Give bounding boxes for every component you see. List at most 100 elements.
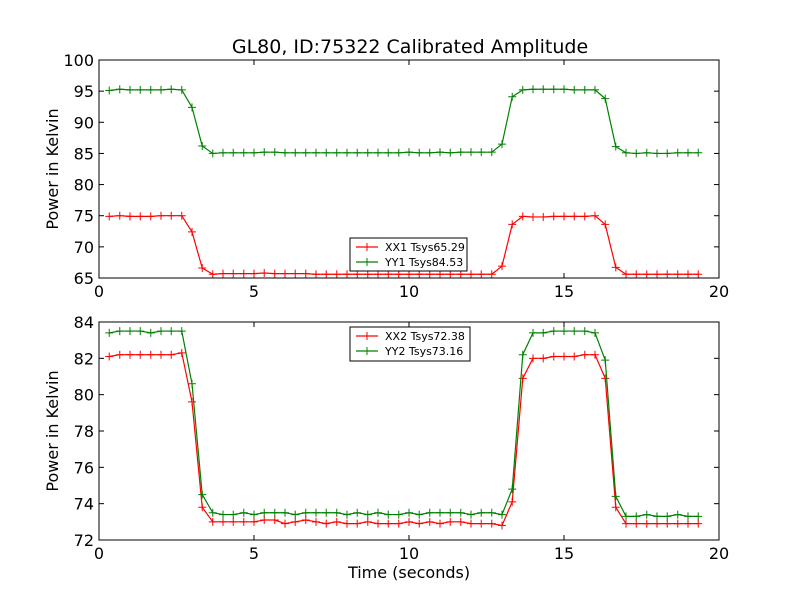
data-point-marker [270, 508, 279, 517]
data-point-marker [384, 148, 393, 157]
data-point-marker [549, 352, 558, 361]
data-point-marker [642, 148, 651, 157]
data-point-marker [146, 212, 155, 221]
data-point-marker [281, 508, 289, 517]
plot-frame [98, 321, 720, 541]
data-point-marker [322, 148, 331, 157]
data-point-marker [332, 148, 341, 157]
data-point-marker [260, 148, 269, 157]
data-point-marker [353, 270, 362, 279]
data-point-marker [188, 103, 196, 112]
data-point-marker [312, 270, 320, 279]
data-point-marker [622, 519, 630, 528]
data-point-marker [436, 270, 444, 279]
data-point-marker [281, 519, 289, 528]
data-point-marker [146, 350, 155, 359]
data-point-marker [467, 270, 475, 279]
y-tick-label: 100 [63, 51, 94, 70]
legend-label-1: XX1 Tsys65.29 [385, 241, 465, 254]
data-point-marker [622, 270, 630, 279]
data-point-marker [301, 148, 310, 157]
data-point-marker [436, 519, 444, 528]
data-point-marker [343, 148, 351, 157]
data-point-marker [570, 212, 579, 221]
data-point-marker [291, 269, 300, 278]
data-point-marker [374, 519, 382, 528]
data-point-marker [498, 140, 506, 149]
y-tick-label: 78 [74, 422, 94, 441]
data-point-marker [136, 350, 145, 359]
data-point-marker [498, 521, 506, 530]
data-point-marker [591, 211, 599, 220]
data-point-marker [477, 519, 486, 528]
data-point-marker [477, 270, 486, 279]
data-point-marker [663, 149, 672, 158]
data-point-marker [539, 354, 548, 363]
data-point-marker [663, 519, 672, 528]
data-point-marker [477, 148, 486, 157]
data-point-marker [446, 517, 455, 526]
data-point-marker [229, 269, 238, 278]
data-point-marker [570, 352, 579, 361]
x-tick-label: 15 [554, 544, 574, 563]
data-point-marker [363, 270, 372, 279]
data-point-marker [549, 85, 558, 94]
data-point-marker [632, 149, 641, 158]
y-axis-label: Power in Kelvin [43, 370, 62, 491]
data-point-marker [126, 212, 134, 221]
data-point-marker [363, 517, 372, 526]
data-point-marker [446, 508, 455, 517]
data-point-marker [270, 148, 279, 157]
data-point-marker [250, 510, 258, 519]
data-point-marker [177, 348, 186, 357]
data-point-marker [673, 510, 682, 519]
data-point-marker [467, 510, 475, 519]
data-point-marker [456, 508, 465, 517]
data-point-marker [518, 350, 527, 359]
data-point-marker [539, 212, 548, 221]
data-point-marker [684, 148, 692, 157]
y-tick-label: 72 [74, 531, 94, 550]
data-point-marker [270, 516, 279, 525]
plot-frame [98, 59, 720, 279]
data-point-marker [115, 350, 124, 359]
data-point-marker [126, 350, 134, 359]
data-point-marker [157, 85, 165, 94]
x-tick-label: 10 [399, 282, 419, 301]
data-point-marker [456, 270, 465, 279]
data-point-marker [312, 517, 320, 526]
data-point-marker [684, 270, 692, 279]
data-point-marker [229, 510, 238, 519]
data-point-marker [177, 85, 186, 94]
y-tick-label: 80 [74, 386, 94, 405]
data-point-marker [601, 94, 610, 103]
data-point-marker [343, 519, 351, 528]
y-tick-label: 70 [74, 238, 94, 257]
legend-box [349, 326, 471, 362]
data-point-marker [157, 327, 165, 336]
data-point-marker [239, 269, 248, 278]
data-point-marker [291, 517, 300, 526]
data-point-marker [136, 212, 145, 221]
legend-label-1: XX2 Tsys72.38 [385, 330, 465, 343]
data-point-marker [260, 508, 269, 517]
series-line-2 [109, 88, 699, 155]
data-point-marker [611, 263, 620, 272]
data-point-marker [446, 270, 455, 279]
data-point-marker [622, 512, 630, 521]
data-point-marker [560, 352, 568, 361]
legend-box [349, 237, 468, 272]
data-point-marker [487, 148, 496, 157]
y-tick-label: 65 [74, 269, 94, 288]
data-point-marker [632, 512, 641, 521]
data-point-marker [374, 148, 382, 157]
data-point-marker [198, 503, 207, 512]
data-point-marker [653, 270, 661, 279]
data-point-marker [291, 510, 300, 519]
data-point-marker [167, 211, 176, 220]
data-point-marker [487, 508, 496, 517]
data-point-marker [343, 270, 351, 279]
data-point-marker [281, 148, 289, 157]
data-point-marker [208, 270, 217, 279]
